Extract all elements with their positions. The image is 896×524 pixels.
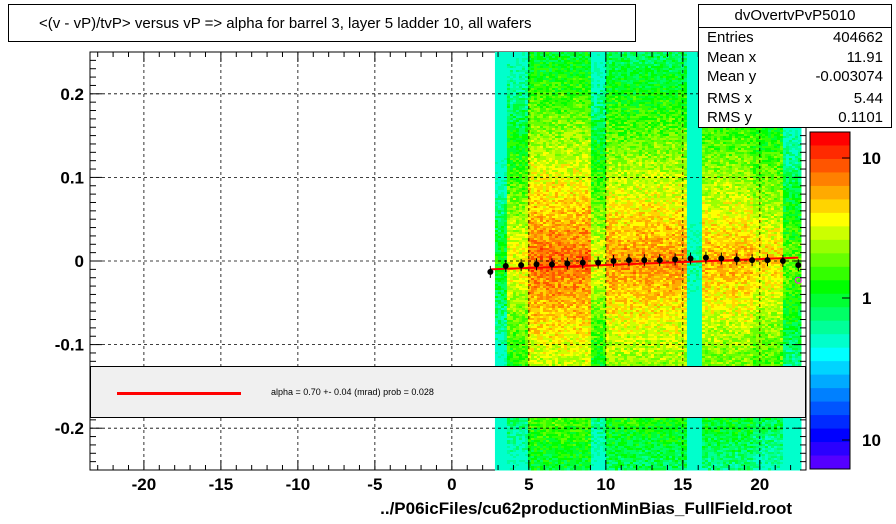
heatmap-cell: [510, 468, 514, 471]
heatmap-cell: [504, 468, 508, 471]
heatmap-cell: [507, 468, 511, 471]
heatmap-cell: [501, 468, 505, 471]
